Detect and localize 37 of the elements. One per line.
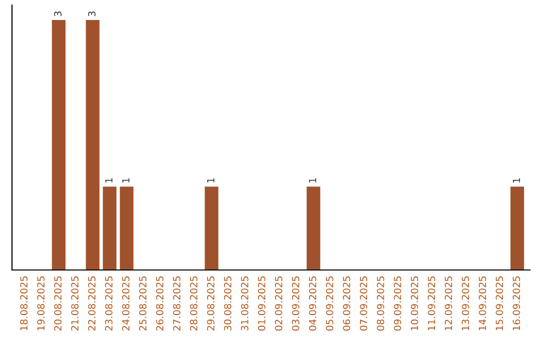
- data-label: 1: [105, 178, 112, 183]
- x-tick-label: 09.09.2025: [394, 276, 402, 331]
- x-tick-label: 14.09.2025: [478, 276, 486, 330]
- x-tick-label: 30.08.2025: [224, 276, 232, 330]
- x-tick-label: 27.08.2025: [173, 276, 180, 331]
- x-tick-label: 04.09.2025: [308, 276, 316, 331]
- x-tick-label: 08.09.2025: [376, 276, 384, 331]
- x-tick-label: 11.09.2025: [428, 276, 436, 330]
- x-tick-label: 10.09.2025: [410, 276, 418, 330]
- x-tick-label: 26.08.2025: [156, 276, 164, 331]
- data-label: 1: [122, 178, 130, 183]
- x-tick-label: 05.09.2025: [326, 276, 334, 331]
- x-tick-label: 23.08.2025: [105, 276, 112, 331]
- x-tick-label: 01.09.2025: [258, 276, 266, 331]
- x-tick-label: 16.09.2025: [512, 276, 520, 330]
- x-tick-label: 07.09.2025: [360, 276, 368, 331]
- x-tick-label: 29.08.2025: [207, 276, 214, 331]
- x-tick-label: 18.08.2025: [20, 276, 28, 330]
- x-tick-label: 15.09.2025: [496, 276, 504, 330]
- data-label: 1: [309, 178, 316, 183]
- x-tick-label: 13.09.2025: [462, 276, 470, 330]
- x-tick-label: 20.08.2025: [54, 276, 62, 331]
- x-tick-label: 28.08.2025: [190, 276, 198, 331]
- x-tick-label: 03.09.2025: [292, 276, 300, 331]
- x-tick-label: 31.08.2025: [240, 276, 248, 330]
- x-tick-label: 21.08.2025: [71, 276, 79, 331]
- x-tick-label: 22.08.2025: [88, 276, 96, 331]
- x-tick-label: 25.08.2025: [139, 276, 146, 331]
- x-tick-label: 06.09.2025: [342, 276, 350, 331]
- data-label: 3: [88, 12, 96, 16]
- data-label: 1: [207, 178, 214, 183]
- data-label: 3: [54, 12, 62, 16]
- data-label: 1: [512, 178, 520, 183]
- x-tick-label: 02.09.2025: [274, 276, 282, 331]
- x-tick-label: 24.08.2025: [122, 276, 130, 331]
- x-tick-label: 19.08.2025: [37, 276, 45, 330]
- x-tick-label: 12.09.2025: [444, 276, 452, 330]
